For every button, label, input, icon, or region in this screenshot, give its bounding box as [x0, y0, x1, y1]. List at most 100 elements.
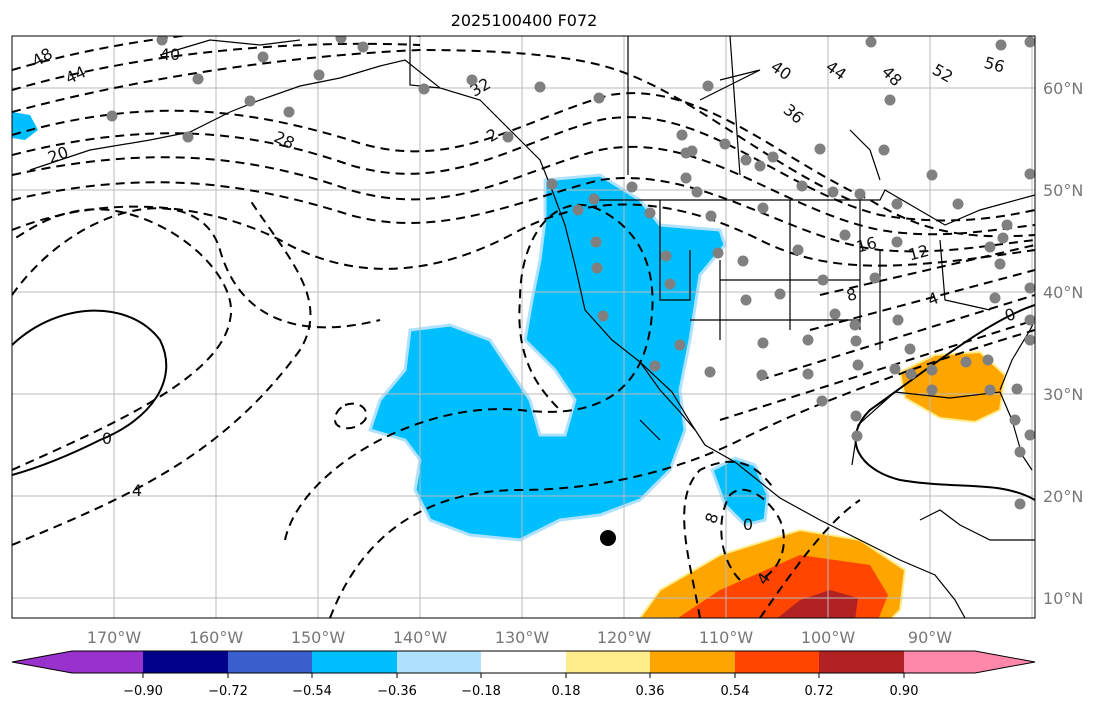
station-marker — [852, 359, 864, 371]
shaded-fields — [12, 112, 1007, 618]
station-marker — [740, 154, 752, 166]
station-markers — [106, 36, 1035, 510]
positive-shading-pacific-darkred — [777, 590, 858, 618]
station-marker — [989, 292, 1001, 304]
colorbar-tick-label: −0.36 — [377, 684, 417, 699]
station-marker — [995, 39, 1007, 51]
contour-label: 0 — [743, 515, 753, 534]
station-marker — [712, 247, 724, 259]
station-marker — [1014, 446, 1026, 458]
colorbar-outline — [11, 650, 1036, 674]
station-marker — [466, 74, 478, 86]
station-marker — [892, 314, 904, 326]
latitude-label: 10°N — [1043, 589, 1083, 608]
colorbar-tick-label: 0.36 — [636, 684, 665, 699]
station-marker — [660, 250, 672, 262]
station-marker — [1009, 414, 1021, 426]
station-marker — [590, 236, 602, 248]
station-marker — [502, 131, 514, 143]
station-marker — [664, 278, 676, 290]
colorbar: −0.90 −0.72 −0.54 −0.36 −0.18 0.18 0.36 0.54 0.7… — [11, 650, 1036, 699]
colorbar-segment — [819, 651, 905, 673]
station-marker — [757, 202, 769, 214]
contour-label: 40 — [160, 45, 180, 64]
station-marker — [593, 92, 605, 104]
colorbar-tick-label: 0.54 — [721, 684, 750, 699]
coastlines-borders — [29, 36, 1035, 618]
station-marker — [754, 160, 766, 172]
station-marker — [854, 188, 866, 200]
latitude-labels: 60°N 50°N 40°N 30°N 20°N 10°N — [1043, 79, 1083, 608]
latitude-label: 20°N — [1043, 487, 1083, 506]
station-marker — [702, 80, 714, 92]
station-marker — [850, 410, 862, 422]
contour-label: 12 — [906, 241, 931, 265]
colorbar-segment — [312, 651, 398, 673]
station-marker — [740, 294, 752, 306]
colorbar-segment — [397, 651, 482, 673]
height-contours — [12, 36, 1035, 618]
station-marker — [313, 69, 325, 81]
station-marker — [774, 288, 786, 300]
contour-label: 56 — [982, 53, 1007, 77]
station-marker — [878, 144, 890, 156]
station-marker — [889, 363, 901, 375]
latitude-label: 30°N — [1043, 385, 1083, 404]
colorbar-segment — [228, 651, 313, 673]
station-marker — [997, 232, 1009, 244]
station-marker — [850, 335, 862, 347]
station-marker — [1024, 36, 1035, 48]
station-marker — [865, 36, 877, 48]
station-marker — [926, 384, 938, 396]
colorbar-tick-label: 0.18 — [552, 684, 581, 699]
station-marker — [588, 193, 600, 205]
station-marker — [691, 186, 703, 198]
longitude-labels: 170°W 160°W 150°W 140°W 130°W 120°W 110°W 100°W… — [87, 628, 952, 647]
station-marker — [705, 210, 717, 222]
longitude-label: 120°W — [597, 628, 652, 647]
station-marker — [572, 204, 584, 216]
station-marker — [849, 319, 861, 331]
station-marker — [257, 51, 269, 63]
station-marker — [106, 110, 118, 122]
station-marker — [1024, 168, 1035, 180]
station-marker — [802, 334, 814, 346]
colorbar-tick-label: −0.18 — [461, 684, 501, 699]
station-marker — [994, 258, 1006, 270]
station-marker — [829, 308, 841, 320]
station-marker — [649, 360, 661, 372]
station-marker — [156, 36, 168, 46]
station-marker — [817, 274, 829, 286]
station-marker — [1024, 314, 1035, 326]
colorbar-segment — [143, 651, 229, 673]
station-marker — [984, 384, 996, 396]
station-marker — [704, 366, 716, 378]
station-marker — [737, 255, 749, 267]
latitude-label: 60°N — [1043, 79, 1083, 98]
station-marker — [851, 430, 863, 442]
station-marker — [960, 356, 972, 368]
station-marker — [926, 169, 938, 181]
longitude-label: 170°W — [87, 628, 142, 647]
longitude-label: 140°W — [393, 628, 448, 647]
contour-label: 0 — [102, 429, 112, 448]
station-marker — [192, 73, 204, 85]
longitude-label: 150°W — [291, 628, 346, 647]
station-marker — [767, 151, 779, 163]
station-marker — [1011, 383, 1023, 395]
station-marker — [283, 106, 295, 118]
longitude-label: 110°W — [699, 628, 754, 647]
colorbar-segment — [481, 651, 567, 673]
station-marker — [984, 241, 996, 253]
station-marker — [644, 207, 656, 219]
colorbar-segment — [566, 651, 651, 673]
station-marker — [674, 339, 686, 351]
station-marker — [244, 95, 256, 107]
station-marker — [891, 236, 903, 248]
station-marker — [1001, 219, 1013, 231]
station-marker — [680, 172, 692, 184]
latitude-label: 50°N — [1043, 181, 1083, 200]
station-marker — [827, 186, 839, 198]
station-marker — [926, 364, 938, 376]
